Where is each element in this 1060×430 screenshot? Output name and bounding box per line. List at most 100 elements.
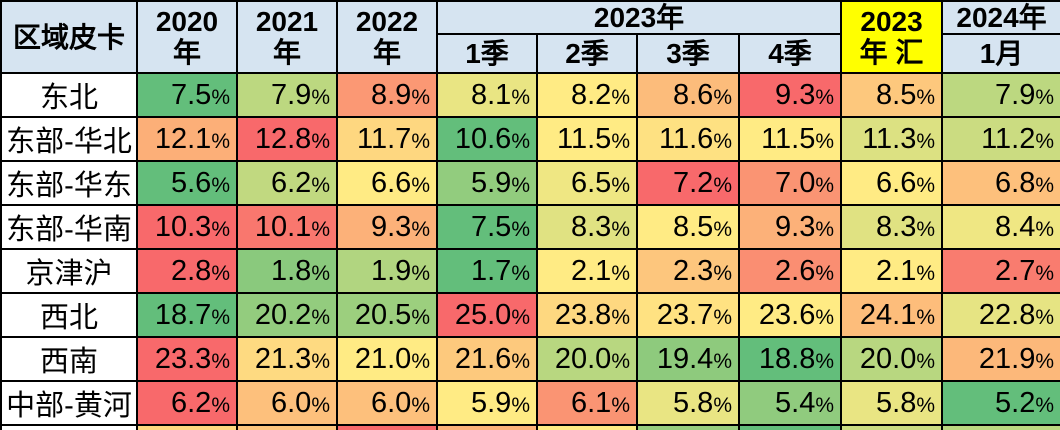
value-cell: 13.8% [436, 424, 538, 430]
value-cell: 6.0% [336, 380, 438, 427]
percent-sign: % [411, 305, 430, 329]
table-body: 东北 7.5% 7.9% 8.9% 8.1% 8.2% 8.6% 9.3% 8.5% 7.9% 东部… [0, 72, 1060, 430]
col-header-2021-line1: 2021 [255, 5, 319, 37]
value-cell: 12.6% [737, 424, 843, 430]
table-header: 区域皮卡 2020 年 2021 年 2022 年 2023年 2023 年 汇 [0, 0, 1060, 75]
percent-sign: % [916, 305, 936, 329]
value-cell: 8.4% [941, 204, 1060, 251]
percent-sign: % [511, 305, 530, 329]
col-header-2020: 2020 年 [136, 0, 238, 75]
value-cell: 19.4% [636, 336, 740, 383]
table-row: 西南 23.3% 21.3% 21.0% 21.6% 20.0% 19.4% 18.8% 20.… [0, 336, 1060, 383]
percent-sign: % [611, 349, 630, 373]
percent-sign: % [815, 261, 835, 285]
percent-sign: % [211, 173, 230, 197]
percent-sign: % [311, 393, 330, 417]
value-cell: 11.6% [636, 116, 740, 163]
corner-header: 区域皮卡 [0, 0, 138, 75]
percent-sign: % [916, 349, 936, 373]
value-cell: 5.4% [737, 380, 843, 427]
value-cell: 6.6% [840, 160, 944, 207]
percent-sign: % [411, 261, 430, 285]
value-cell: 11.3% [840, 116, 944, 163]
value-cell: 7.5% [136, 72, 238, 119]
col-header-2022-line2: 年 [372, 37, 401, 69]
value-cell: 13.2% [840, 424, 944, 430]
value-cell: 20.0% [840, 336, 944, 383]
col-header-q2: 2季 [536, 33, 638, 75]
value-cell: 21.9% [941, 336, 1060, 383]
value-cell: 5.9% [436, 160, 538, 207]
value-cell: 8.9% [336, 72, 438, 119]
percent-sign: % [1035, 349, 1055, 373]
value-cell: 6.0% [236, 380, 338, 427]
value-cell: 6.2% [136, 380, 238, 427]
row-label: 西北 [0, 292, 138, 339]
value-cell: 8.2% [536, 72, 638, 119]
value-cell: 5.9% [436, 380, 538, 427]
value-cell: 6.1% [536, 380, 638, 427]
col-header-2023-total-line2: 年 汇 [859, 37, 924, 69]
percent-sign: % [311, 173, 330, 197]
percent-sign: % [511, 349, 530, 373]
percent-sign: % [611, 85, 630, 109]
value-cell: 20.0% [536, 336, 638, 383]
value-cell: 8.3% [840, 204, 944, 251]
percent-sign: % [611, 393, 630, 417]
row-label: 西南 [0, 336, 138, 383]
percent-sign: % [815, 173, 835, 197]
percent-sign: % [211, 305, 230, 329]
value-cell: 1.7% [436, 248, 538, 295]
value-cell: 10.6% [436, 116, 538, 163]
value-cell: 8.5% [840, 72, 944, 119]
value-cell: 6.6% [336, 160, 438, 207]
percent-sign: % [1035, 85, 1055, 109]
col-header-2023-total: 2023 年 汇 [840, 0, 944, 75]
percent-sign: % [916, 217, 936, 241]
col-header-2023-total-line1: 2023 [860, 5, 923, 37]
percent-sign: % [1035, 129, 1055, 153]
row-label: 中部-长江 [0, 424, 138, 430]
percent-sign: % [1035, 393, 1055, 417]
percent-sign: % [1035, 217, 1055, 241]
table-row: 东部-华北 12.1% 12.8% 11.7% 10.6% 11.5% 11.6% 11.5%… [0, 116, 1060, 163]
value-cell: 18.8% [737, 336, 843, 383]
percent-sign: % [916, 173, 936, 197]
value-cell: 6.5% [536, 160, 638, 207]
percent-sign: % [511, 173, 530, 197]
percent-sign: % [916, 393, 936, 417]
percent-sign: % [713, 261, 732, 285]
percent-sign: % [713, 305, 732, 329]
value-cell: 7.9% [236, 72, 338, 119]
value-cell: 23.7% [636, 292, 740, 339]
value-cell: 21.3% [236, 336, 338, 383]
percent-sign: % [713, 393, 732, 417]
value-cell: 9.3% [336, 204, 438, 251]
value-cell: 6.2% [236, 160, 338, 207]
value-cell: 23.8% [536, 292, 638, 339]
percent-sign: % [311, 85, 330, 109]
percent-sign: % [916, 261, 936, 285]
col-group-2023: 2023年 [435, 0, 843, 36]
percent-sign: % [511, 85, 530, 109]
value-cell: 2.7% [941, 248, 1060, 295]
value-cell: 2.8% [136, 248, 238, 295]
value-cell: 10.3% [136, 204, 238, 251]
value-cell: 13.7% [236, 424, 338, 430]
percent-sign: % [411, 349, 430, 373]
value-cell: 8.5% [636, 204, 740, 251]
value-cell: 2.1% [840, 248, 944, 295]
percent-sign: % [713, 85, 732, 109]
percent-sign: % [211, 349, 230, 373]
percent-sign: % [611, 305, 630, 329]
percent-sign: % [916, 129, 936, 153]
col-header-2020-line1: 2020 [155, 5, 219, 37]
percent-sign: % [1035, 173, 1055, 197]
value-cell: 13.6% [136, 424, 238, 430]
col-header-2021-line2: 年 [272, 37, 301, 69]
value-cell: 5.8% [840, 380, 944, 427]
value-cell: 5.2% [941, 380, 1060, 427]
value-cell: 20.5% [336, 292, 438, 339]
table-row: 东部-华南 10.3% 10.1% 9.3% 7.5% 8.3% 8.5% 9.3% 8.3% 8… [0, 204, 1060, 251]
